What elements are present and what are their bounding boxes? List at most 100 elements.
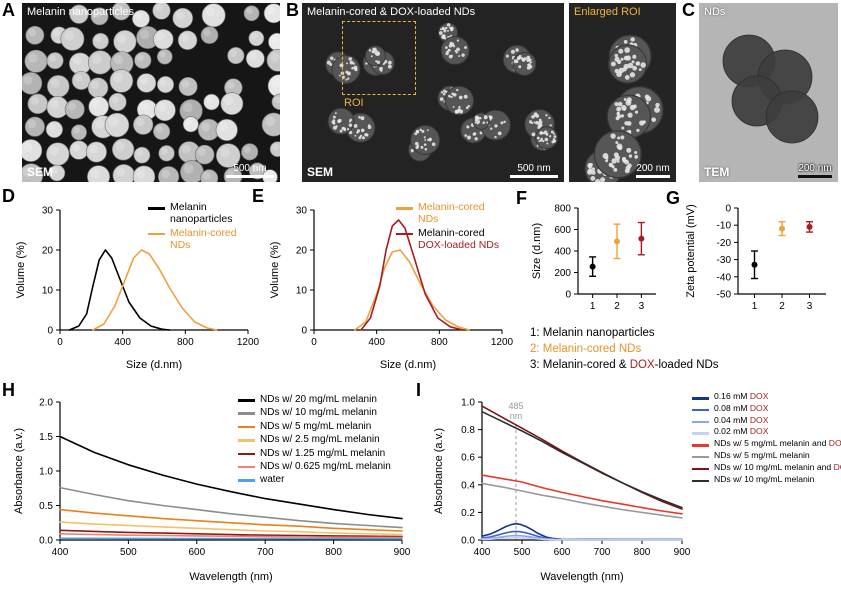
legend-swatch xyxy=(238,452,255,456)
legend-item: NDs w/ 5 mg/mL melanin xyxy=(692,450,841,461)
legend-item: Melanin-cored NDs xyxy=(148,227,237,252)
legend-swatch xyxy=(692,397,709,400)
svg-text:900: 900 xyxy=(394,547,411,558)
legend-swatch xyxy=(692,408,709,412)
legend-item: NDs w/ 0.625 mg/mL melanin xyxy=(238,461,391,472)
legend-swatch xyxy=(692,467,709,471)
caption-line: 1: Melanin nanoparticles xyxy=(530,327,655,339)
scale-text-a: 500 nm xyxy=(233,163,267,174)
svg-text:800: 800 xyxy=(634,547,651,558)
chart-size-distribution-d: 0 400 800 1200 0 10 20 30 Size (d.nm) Volume (%) xyxy=(15,206,260,372)
panel-letter-a: A xyxy=(2,0,15,20)
svg-text:0: 0 xyxy=(565,290,571,301)
svg-text:0.6: 0.6 xyxy=(461,453,475,464)
svg-text:-40: -40 xyxy=(717,272,732,283)
svg-text:800: 800 xyxy=(554,204,571,215)
svg-text:400: 400 xyxy=(368,337,385,348)
roi-label: ROI xyxy=(344,97,364,109)
svg-text:-30: -30 xyxy=(717,255,732,266)
svg-text:Size (d.nm): Size (d.nm) xyxy=(531,223,543,279)
sem-image-enlarged-roi: Enlarged ROI 200 nm xyxy=(569,3,676,182)
svg-text:1.5: 1.5 xyxy=(39,432,53,443)
sem-micrograph-b xyxy=(302,3,564,182)
legend-chart-e: Melanin-cored NDs Melanin-cored DOX-loaded … xyxy=(396,201,499,254)
legend-item: Melanin-cored NDs xyxy=(396,201,499,226)
legend-item: 0.16 mM DOX xyxy=(692,391,841,402)
tem-micrograph-c xyxy=(699,3,838,182)
svg-text:0.5: 0.5 xyxy=(39,501,53,512)
scale-text-enlarged-roi: 200 nm xyxy=(636,163,670,174)
modality-label-b: SEM xyxy=(307,165,334,179)
scale-bar-b: 500 nm xyxy=(510,163,558,178)
svg-text:2.0: 2.0 xyxy=(39,398,53,409)
svg-text:800: 800 xyxy=(177,337,194,348)
legend-item: 0.04 mM DOX xyxy=(692,415,841,426)
legend-swatch xyxy=(692,432,709,435)
svg-text:200: 200 xyxy=(554,268,571,279)
image-title-a: Melanin nanoparticles xyxy=(27,6,135,18)
svg-text:1: 1 xyxy=(752,301,758,312)
svg-text:0: 0 xyxy=(301,326,307,337)
svg-text:3: 3 xyxy=(639,301,645,312)
svg-text:20: 20 xyxy=(42,246,54,257)
legend-swatch xyxy=(238,465,255,469)
legend-swatch xyxy=(238,479,255,482)
panel-letter-e: E xyxy=(252,186,265,206)
svg-text:500: 500 xyxy=(514,547,531,558)
scale-text-c: 200 nm xyxy=(798,163,832,174)
svg-text:Zeta potential (mV): Zeta potential (mV) xyxy=(685,204,697,298)
svg-text:400: 400 xyxy=(474,547,491,558)
panel-letter-c: C xyxy=(682,0,695,20)
tem-image-nds: NDs TEM 200 nm xyxy=(699,3,838,182)
svg-text:Size (d.nm): Size (d.nm) xyxy=(126,359,182,371)
panel-letter-h: H xyxy=(2,380,15,400)
svg-text:800: 800 xyxy=(325,547,342,558)
svg-text:2: 2 xyxy=(614,301,620,312)
legend-swatch xyxy=(238,399,255,402)
legend-item: Melanin-cored DOX-loaded NDs xyxy=(396,227,499,252)
svg-text:485: 485 xyxy=(508,401,523,411)
legend-chart-i: 0.16 mM DOX 0.08 mM DOX 0.04 mM DOX 0.02 mM… xyxy=(692,391,841,486)
svg-text:900: 900 xyxy=(674,547,691,558)
svg-text:400: 400 xyxy=(554,247,571,258)
legend-item: NDs w/ 20 mg/mL melanin xyxy=(238,394,391,405)
chart-absorbance-h: 400 500 600 700 800 900 0.0 0.5 1.0 1.5 2.0 Wavelen… xyxy=(13,398,411,584)
fg-sample-key-caption: 1: Melanin nanoparticles 2: Melanin-cored… xyxy=(530,326,719,374)
legend-item: NDs w/ 2.5 mg/mL melanin xyxy=(238,434,391,445)
svg-text:0: 0 xyxy=(311,337,317,348)
legend-item: NDs w/ 5 mg/mL melanin and DOX xyxy=(692,438,841,449)
svg-text:2: 2 xyxy=(779,301,785,312)
svg-text:0.8: 0.8 xyxy=(461,425,475,436)
svg-text:10: 10 xyxy=(42,286,54,297)
legend-swatch xyxy=(238,439,255,442)
sem-image-melanin-nanoparticles: Melanin nanoparticles SEM 500 nm xyxy=(22,3,280,182)
svg-text:30: 30 xyxy=(296,206,308,217)
legend-swatch xyxy=(692,479,709,483)
svg-text:400: 400 xyxy=(114,337,131,348)
legend-item: 0.08 mM DOX xyxy=(692,403,841,414)
svg-text:600: 600 xyxy=(554,547,571,558)
svg-text:-50: -50 xyxy=(717,290,732,301)
svg-text:0: 0 xyxy=(57,337,63,348)
svg-text:1200: 1200 xyxy=(491,337,514,348)
legend-swatch xyxy=(148,232,165,236)
caption-line: 2: Melanin-cored NDs xyxy=(530,342,642,355)
sem-micrograph-enlarged-roi xyxy=(569,3,676,182)
legend-chart-h: NDs w/ 20 mg/mL melanin NDs w/ 10 mg/mL m… xyxy=(238,394,391,488)
legend-item: NDs w/ 5 mg/mL melanin xyxy=(238,421,391,432)
scale-bar-line-c xyxy=(798,175,832,178)
chart-zeta-potential-g: 1 2 3 0 -10 -20 -30 -40 -50 Zeta potential (mV) xyxy=(685,204,826,312)
panel-letter-i: I xyxy=(416,380,422,400)
svg-text:Size (d.nm): Size (d.nm) xyxy=(380,359,436,371)
svg-text:800: 800 xyxy=(431,337,448,348)
svg-text:600: 600 xyxy=(188,547,205,558)
legend-swatch xyxy=(396,232,413,236)
svg-text:30: 30 xyxy=(42,206,54,217)
legend-item: NDs w/ 10 mg/mL melanin xyxy=(692,474,841,485)
svg-text:Absorbance (a.v.): Absorbance (a.v.) xyxy=(433,428,445,514)
legend-swatch xyxy=(238,412,255,415)
svg-text:700: 700 xyxy=(594,547,611,558)
svg-text:600: 600 xyxy=(554,225,571,236)
